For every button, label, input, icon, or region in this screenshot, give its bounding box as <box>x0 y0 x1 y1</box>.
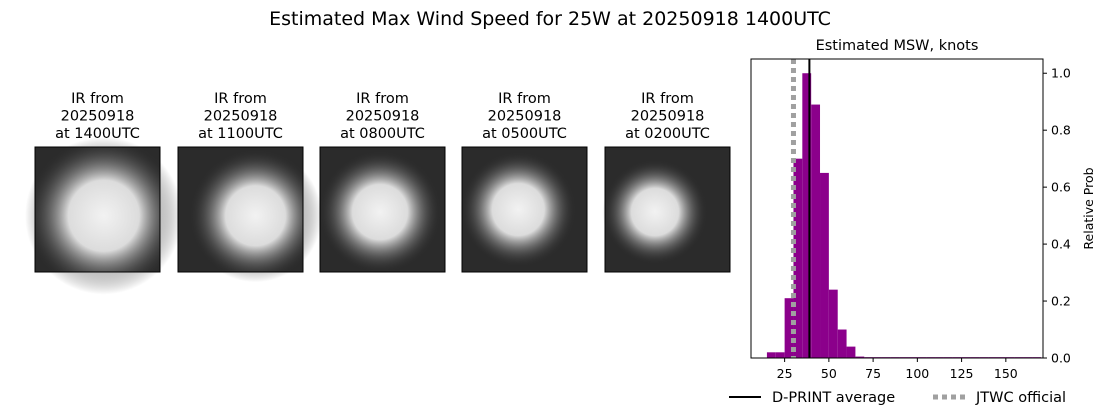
image-caption: 20250918 <box>346 109 420 125</box>
x-tick-label: 150 <box>994 366 1018 381</box>
y-tick-label: 1.0 <box>1051 66 1071 81</box>
x-tick-label: 125 <box>950 366 974 381</box>
bar <box>828 289 838 358</box>
ir-cloud <box>25 137 183 295</box>
bar <box>846 346 856 358</box>
image-caption: 20250918 <box>61 109 135 125</box>
bar <box>837 329 847 358</box>
chart-title: Estimated MSW, knots <box>816 38 979 54</box>
image-caption: IR from <box>498 91 551 107</box>
image-caption: IR from <box>71 91 124 107</box>
plot-frame <box>750 58 1044 359</box>
x-tick-label: 100 <box>905 366 929 381</box>
figure-title: Estimated Max Wind Speed for 25W at 2025… <box>269 8 831 30</box>
bar <box>802 73 812 358</box>
legend-label: JTWC official <box>975 390 1066 406</box>
bar <box>766 352 776 358</box>
legend-label: D-PRINT average <box>772 390 895 406</box>
image-caption: at 0500UTC <box>482 126 567 142</box>
y-tick-label: 0.6 <box>1051 180 1071 195</box>
ir-cloud <box>189 149 322 283</box>
image-caption: IR from <box>641 91 694 107</box>
image-caption: IR from <box>214 91 267 107</box>
ir-cloud <box>602 159 708 265</box>
ir-image-frame <box>604 146 731 273</box>
ir-image-frame <box>461 146 588 273</box>
image-caption: at 0200UTC <box>625 126 710 142</box>
bar <box>820 172 829 358</box>
x-tick-label: 75 <box>865 366 881 381</box>
bar <box>855 356 865 358</box>
ir-image-frame <box>319 146 446 273</box>
ir-image-frame <box>34 146 161 273</box>
image-caption: at 1400UTC <box>55 126 140 142</box>
image-caption: IR from <box>356 91 409 107</box>
image-caption: at 0800UTC <box>340 126 425 142</box>
image-caption: 20250918 <box>488 109 562 125</box>
y-axis-label: Relative Prob <box>1081 167 1096 249</box>
ir-image-frame <box>177 146 304 273</box>
bar <box>775 352 785 358</box>
image-caption: 20250918 <box>631 109 705 125</box>
y-tick-label: 0.8 <box>1051 123 1071 138</box>
y-tick-label: 0.2 <box>1051 294 1071 309</box>
ir-cloud <box>460 151 576 268</box>
bar <box>793 158 803 358</box>
x-tick-label: 50 <box>821 366 837 381</box>
bar <box>811 104 821 358</box>
y-tick-label: 0.0 <box>1051 351 1071 366</box>
ir-cloud <box>318 150 442 274</box>
image-caption: 20250918 <box>204 109 278 125</box>
y-tick-label: 0.4 <box>1051 237 1071 252</box>
bar <box>784 298 794 358</box>
image-caption: at 1100UTC <box>198 126 283 142</box>
x-tick-label: 25 <box>777 366 793 381</box>
